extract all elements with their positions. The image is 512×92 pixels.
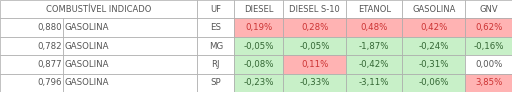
Text: ETANOL: ETANOL: [358, 5, 391, 14]
Bar: [197, 0, 234, 18]
Bar: [63, 74, 197, 92]
Bar: [234, 74, 283, 92]
Bar: [465, 55, 512, 74]
Text: -3,11%: -3,11%: [359, 78, 390, 87]
Text: -0,05%: -0,05%: [300, 41, 330, 51]
Bar: [197, 55, 234, 74]
Bar: [465, 0, 512, 18]
Text: ES: ES: [210, 23, 221, 32]
Bar: [402, 74, 465, 92]
Text: -0,06%: -0,06%: [419, 78, 449, 87]
Bar: [465, 74, 512, 92]
Text: DIESEL S-10: DIESEL S-10: [289, 5, 340, 14]
Bar: [346, 74, 402, 92]
Bar: [283, 37, 346, 55]
Bar: [63, 37, 197, 55]
Text: -0,33%: -0,33%: [300, 78, 330, 87]
Bar: [283, 55, 346, 74]
Bar: [402, 18, 465, 37]
Text: -0,24%: -0,24%: [419, 41, 449, 51]
Bar: [465, 18, 512, 37]
Text: 0,00%: 0,00%: [475, 60, 502, 69]
Bar: [0, 74, 63, 92]
Bar: [465, 37, 512, 55]
Bar: [402, 55, 465, 74]
Text: 0,62%: 0,62%: [475, 23, 502, 32]
Text: SP: SP: [210, 78, 221, 87]
Bar: [234, 55, 283, 74]
Bar: [234, 18, 283, 37]
Text: 0,796: 0,796: [37, 78, 61, 87]
Bar: [346, 37, 402, 55]
Text: GASOLINA: GASOLINA: [65, 41, 109, 51]
Bar: [283, 74, 346, 92]
Text: COMBUSTÍVEL INDICADO: COMBUSTÍVEL INDICADO: [46, 5, 151, 14]
Bar: [63, 18, 197, 37]
Bar: [346, 0, 402, 18]
Bar: [234, 0, 283, 18]
Bar: [0, 37, 63, 55]
Bar: [402, 0, 465, 18]
Bar: [234, 37, 283, 55]
Text: GASOLINA: GASOLINA: [65, 60, 109, 69]
Text: -0,42%: -0,42%: [359, 60, 390, 69]
Text: RJ: RJ: [211, 60, 220, 69]
Text: 0,782: 0,782: [37, 41, 61, 51]
Bar: [0, 55, 63, 74]
Text: 0,28%: 0,28%: [301, 23, 329, 32]
Bar: [197, 74, 234, 92]
Text: -0,23%: -0,23%: [244, 78, 274, 87]
Bar: [197, 37, 234, 55]
Bar: [346, 55, 402, 74]
Bar: [346, 18, 402, 37]
Text: 0,877: 0,877: [37, 60, 61, 69]
Text: GASOLINA: GASOLINA: [65, 23, 109, 32]
Bar: [197, 18, 234, 37]
Bar: [402, 37, 465, 55]
Text: 0,880: 0,880: [37, 23, 61, 32]
Text: -0,16%: -0,16%: [474, 41, 504, 51]
Text: MG: MG: [209, 41, 223, 51]
Text: DIESEL: DIESEL: [244, 5, 273, 14]
Text: GASOLINA: GASOLINA: [65, 78, 109, 87]
Text: -0,31%: -0,31%: [419, 60, 449, 69]
Text: -0,08%: -0,08%: [244, 60, 274, 69]
Bar: [283, 0, 346, 18]
Text: -1,87%: -1,87%: [359, 41, 390, 51]
Bar: [63, 55, 197, 74]
Bar: [283, 18, 346, 37]
Text: -0,05%: -0,05%: [244, 41, 274, 51]
Text: UF: UF: [210, 5, 221, 14]
Text: GNV: GNV: [479, 5, 498, 14]
Text: GASOLINA: GASOLINA: [412, 5, 456, 14]
Text: 0,11%: 0,11%: [301, 60, 329, 69]
Bar: [0, 18, 63, 37]
Bar: [0, 0, 197, 18]
Text: 0,42%: 0,42%: [420, 23, 447, 32]
Text: 0,19%: 0,19%: [245, 23, 272, 32]
Text: 0,48%: 0,48%: [360, 23, 388, 32]
Text: 3,85%: 3,85%: [475, 78, 502, 87]
